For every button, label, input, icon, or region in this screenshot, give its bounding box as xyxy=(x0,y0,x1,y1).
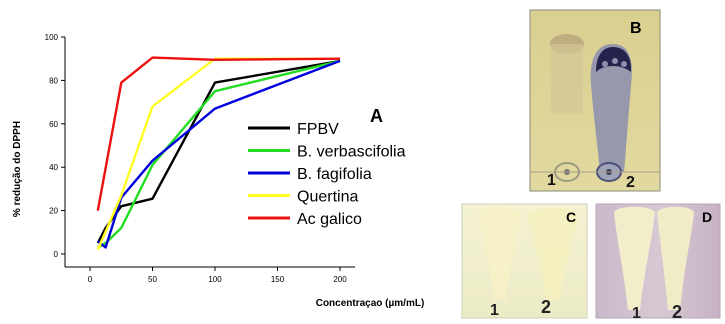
x-tick-label: 50 xyxy=(148,275,157,284)
plate-c-label: C xyxy=(566,209,576,225)
line-chart: 0 20 40 60 80 100 0 50 100 150 200 % redução do DP… xyxy=(12,33,424,309)
plate-b-lane-2-dot-1 xyxy=(602,61,608,67)
x-axis-title: Concentraçao (µm/mL) xyxy=(316,298,425,309)
y-tick-label: 40 xyxy=(49,163,58,172)
legend-label-ac-galico: Ac galico xyxy=(297,211,362,228)
plate-c-lane-2-trail xyxy=(528,208,578,300)
plate-b-lane-2-dot-2 xyxy=(612,58,618,64)
panel-label-a: A xyxy=(370,106,383,126)
y-tick-label: 80 xyxy=(49,76,58,85)
legend-label-quertina: Quertina xyxy=(297,189,358,206)
x-tick-label: 150 xyxy=(271,275,285,284)
tlc-plate-b: B 1 2 xyxy=(529,9,661,192)
plate-d-lane-1-trail xyxy=(614,206,655,310)
plate-b-label: B xyxy=(630,20,642,37)
y-tick-label: 60 xyxy=(49,120,58,129)
y-tick-label: 0 xyxy=(54,250,59,259)
legend-label-fpbv: FPBV xyxy=(297,121,339,138)
x-tick-label: 0 xyxy=(88,275,93,284)
y-axis-title: % redução do DPPH xyxy=(12,121,23,217)
axis-ticks: 0 20 40 60 80 100 0 50 100 150 200 xyxy=(45,33,348,284)
plate-d-lane-2-number: 2 xyxy=(672,302,682,322)
plate-d-lane-1-number: 1 xyxy=(632,305,641,322)
plate-b-lane-1-trail xyxy=(551,44,583,114)
series-line-b-verbascifolia xyxy=(97,59,341,249)
plate-c-lane-1-trail xyxy=(478,207,522,300)
plate-c-lane-2-number: 2 xyxy=(541,297,551,317)
y-tick-label: 20 xyxy=(49,207,58,216)
plate-b-lane-2-trail xyxy=(590,43,632,172)
x-tick-label: 200 xyxy=(333,275,347,284)
series-line-b-fagifolia xyxy=(97,59,341,249)
series-line-fpbv xyxy=(96,59,341,244)
plate-b-lane-1-number: 1 xyxy=(547,172,556,189)
legend-label-b-verbascifolia: B. verbascifolia xyxy=(297,144,406,161)
plate-d-lane-2-trail xyxy=(657,206,694,310)
tlc-plate-c: C 1 2 xyxy=(461,203,588,319)
legend-label-b-fagifolia: B. fagifolia xyxy=(297,166,372,183)
y-tick-label: 100 xyxy=(45,33,59,42)
plate-c-lane-1-number: 1 xyxy=(490,302,499,319)
series-lines xyxy=(96,56,341,251)
series-line-ac-galico xyxy=(96,56,341,211)
plate-b-lane-2-number: 2 xyxy=(626,174,635,191)
x-tick-label: 100 xyxy=(208,275,222,284)
plate-b-lane-2-dot-3 xyxy=(621,61,627,67)
tlc-plate-d: D 1 2 xyxy=(595,203,721,322)
plate-d-label: D xyxy=(702,209,712,225)
chart-legend: FPBV B. verbascifolia B. fagifolia Quertina… xyxy=(248,121,406,228)
